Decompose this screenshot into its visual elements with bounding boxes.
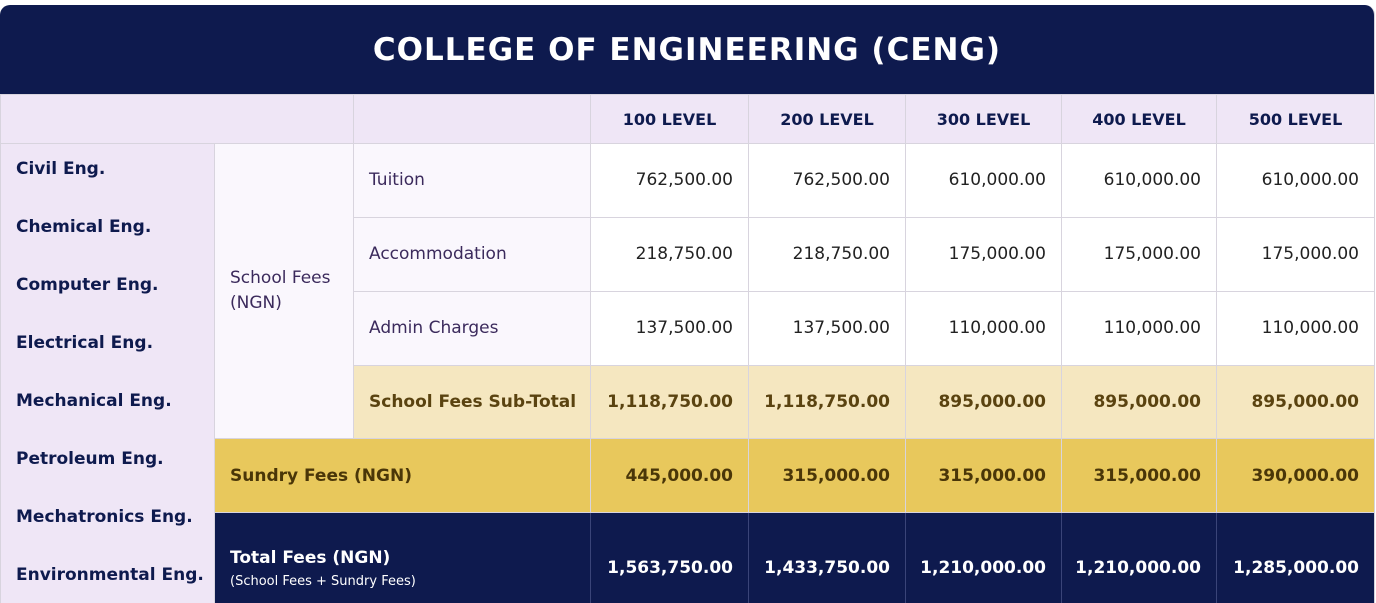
department-item: Electrical Eng. <box>16 333 154 353</box>
fee-value: 610,000.00 <box>1061 143 1217 218</box>
total-value: 1,210,000.00 <box>905 512 1062 603</box>
row-label: Admin Charges <box>353 290 591 366</box>
fee-value: 762,500.00 <box>748 143 906 218</box>
total-sublabel: (School Fees + Sundry Fees) <box>230 573 416 589</box>
accommodation-row: Accommodation 218,750.00 218,750.00 175,… <box>1 216 1374 292</box>
header-item-cell <box>353 94 591 144</box>
total-label-cell: Total Fees (NGN) (School Fees + Sundry F… <box>214 512 591 603</box>
page-title: COLLEGE OF ENGINEERING (CENG) <box>0 5 1374 94</box>
department-item: Civil Eng. <box>16 159 106 179</box>
subtotal-value: 895,000.00 <box>905 364 1062 440</box>
level-header: 300 LEVEL <box>905 94 1062 144</box>
row-label: School Fees Sub-Total <box>353 364 591 440</box>
fees-table: 100 LEVEL 200 LEVEL 300 LEVEL 400 LEVEL … <box>0 94 1374 603</box>
header-empty-cell <box>0 94 354 144</box>
row-label: Tuition <box>353 143 591 218</box>
level-header: 400 LEVEL <box>1061 94 1217 144</box>
fee-value: 110,000.00 <box>1061 290 1217 366</box>
fee-value: 110,000.00 <box>1216 290 1374 366</box>
department-item: Environmental Eng. <box>16 565 204 585</box>
level-header: 500 LEVEL <box>1216 94 1374 144</box>
fee-value: 175,000.00 <box>1216 216 1374 292</box>
department-item: Chemical Eng. <box>16 217 152 237</box>
department-item: Mechanical Eng. <box>16 391 172 411</box>
sundry-value: 445,000.00 <box>590 438 749 514</box>
fee-value: 610,000.00 <box>1216 143 1374 218</box>
header-row: 100 LEVEL 200 LEVEL 300 LEVEL 400 LEVEL … <box>0 94 1374 144</box>
total-value: 1,210,000.00 <box>1061 512 1217 603</box>
level-header: 200 LEVEL <box>748 94 906 144</box>
department-item: Petroleum Eng. <box>16 449 164 469</box>
sundry-value: 315,000.00 <box>748 438 906 514</box>
row-label: Accommodation <box>353 216 591 292</box>
department-list: Civil Eng. Chemical Eng. Computer Eng. E… <box>1 144 214 603</box>
department-item: Computer Eng. <box>16 275 159 295</box>
department-list-cell: Civil Eng. Chemical Eng. Computer Eng. E… <box>0 143 215 603</box>
fee-value: 137,500.00 <box>748 290 906 366</box>
sundry-value: 315,000.00 <box>1061 438 1217 514</box>
row-label: Sundry Fees (NGN) <box>214 438 591 514</box>
fee-value: 218,750.00 <box>590 216 749 292</box>
sundry-value: 315,000.00 <box>905 438 1062 514</box>
sundry-value: 390,000.00 <box>1216 438 1374 514</box>
total-value: 1,433,750.00 <box>748 512 906 603</box>
subtotal-value: 1,118,750.00 <box>748 364 906 440</box>
subtotal-value: 1,118,750.00 <box>590 364 749 440</box>
school-fees-label: School Fees (NGN) <box>214 142 354 440</box>
subtotal-value: 895,000.00 <box>1216 364 1374 440</box>
sundry-row: Sundry Fees (NGN) 445,000.00 315,000.00 … <box>1 438 1374 514</box>
level-header: 100 LEVEL <box>590 94 749 144</box>
fee-value: 175,000.00 <box>905 216 1062 292</box>
fee-value: 218,750.00 <box>748 216 906 292</box>
total-value: 1,285,000.00 <box>1216 512 1374 603</box>
fee-value: 137,500.00 <box>590 290 749 366</box>
fee-value: 175,000.00 <box>1061 216 1217 292</box>
total-value: 1,563,750.00 <box>590 512 749 603</box>
tuition-row: Civil Eng. Chemical Eng. Computer Eng. E… <box>0 142 1374 603</box>
fee-value: 110,000.00 <box>905 290 1062 366</box>
admin-charges-row: Admin Charges 137,500.00 137,500.00 110,… <box>1 290 1374 366</box>
fee-value: 762,500.00 <box>590 143 749 218</box>
total-row: Total Fees (NGN) (School Fees + Sundry F… <box>1 512 1374 603</box>
total-label: Total Fees (NGN) <box>230 547 391 568</box>
fees-card: COLLEGE OF ENGINEERING (CENG) 100 LEVEL … <box>0 5 1375 603</box>
fee-value: 610,000.00 <box>905 143 1062 218</box>
department-item: Mechatronics Eng. <box>16 507 193 527</box>
subtotal-value: 895,000.00 <box>1061 364 1217 440</box>
subtotal-row: School Fees Sub-Total 1,118,750.00 1,118… <box>1 364 1374 440</box>
